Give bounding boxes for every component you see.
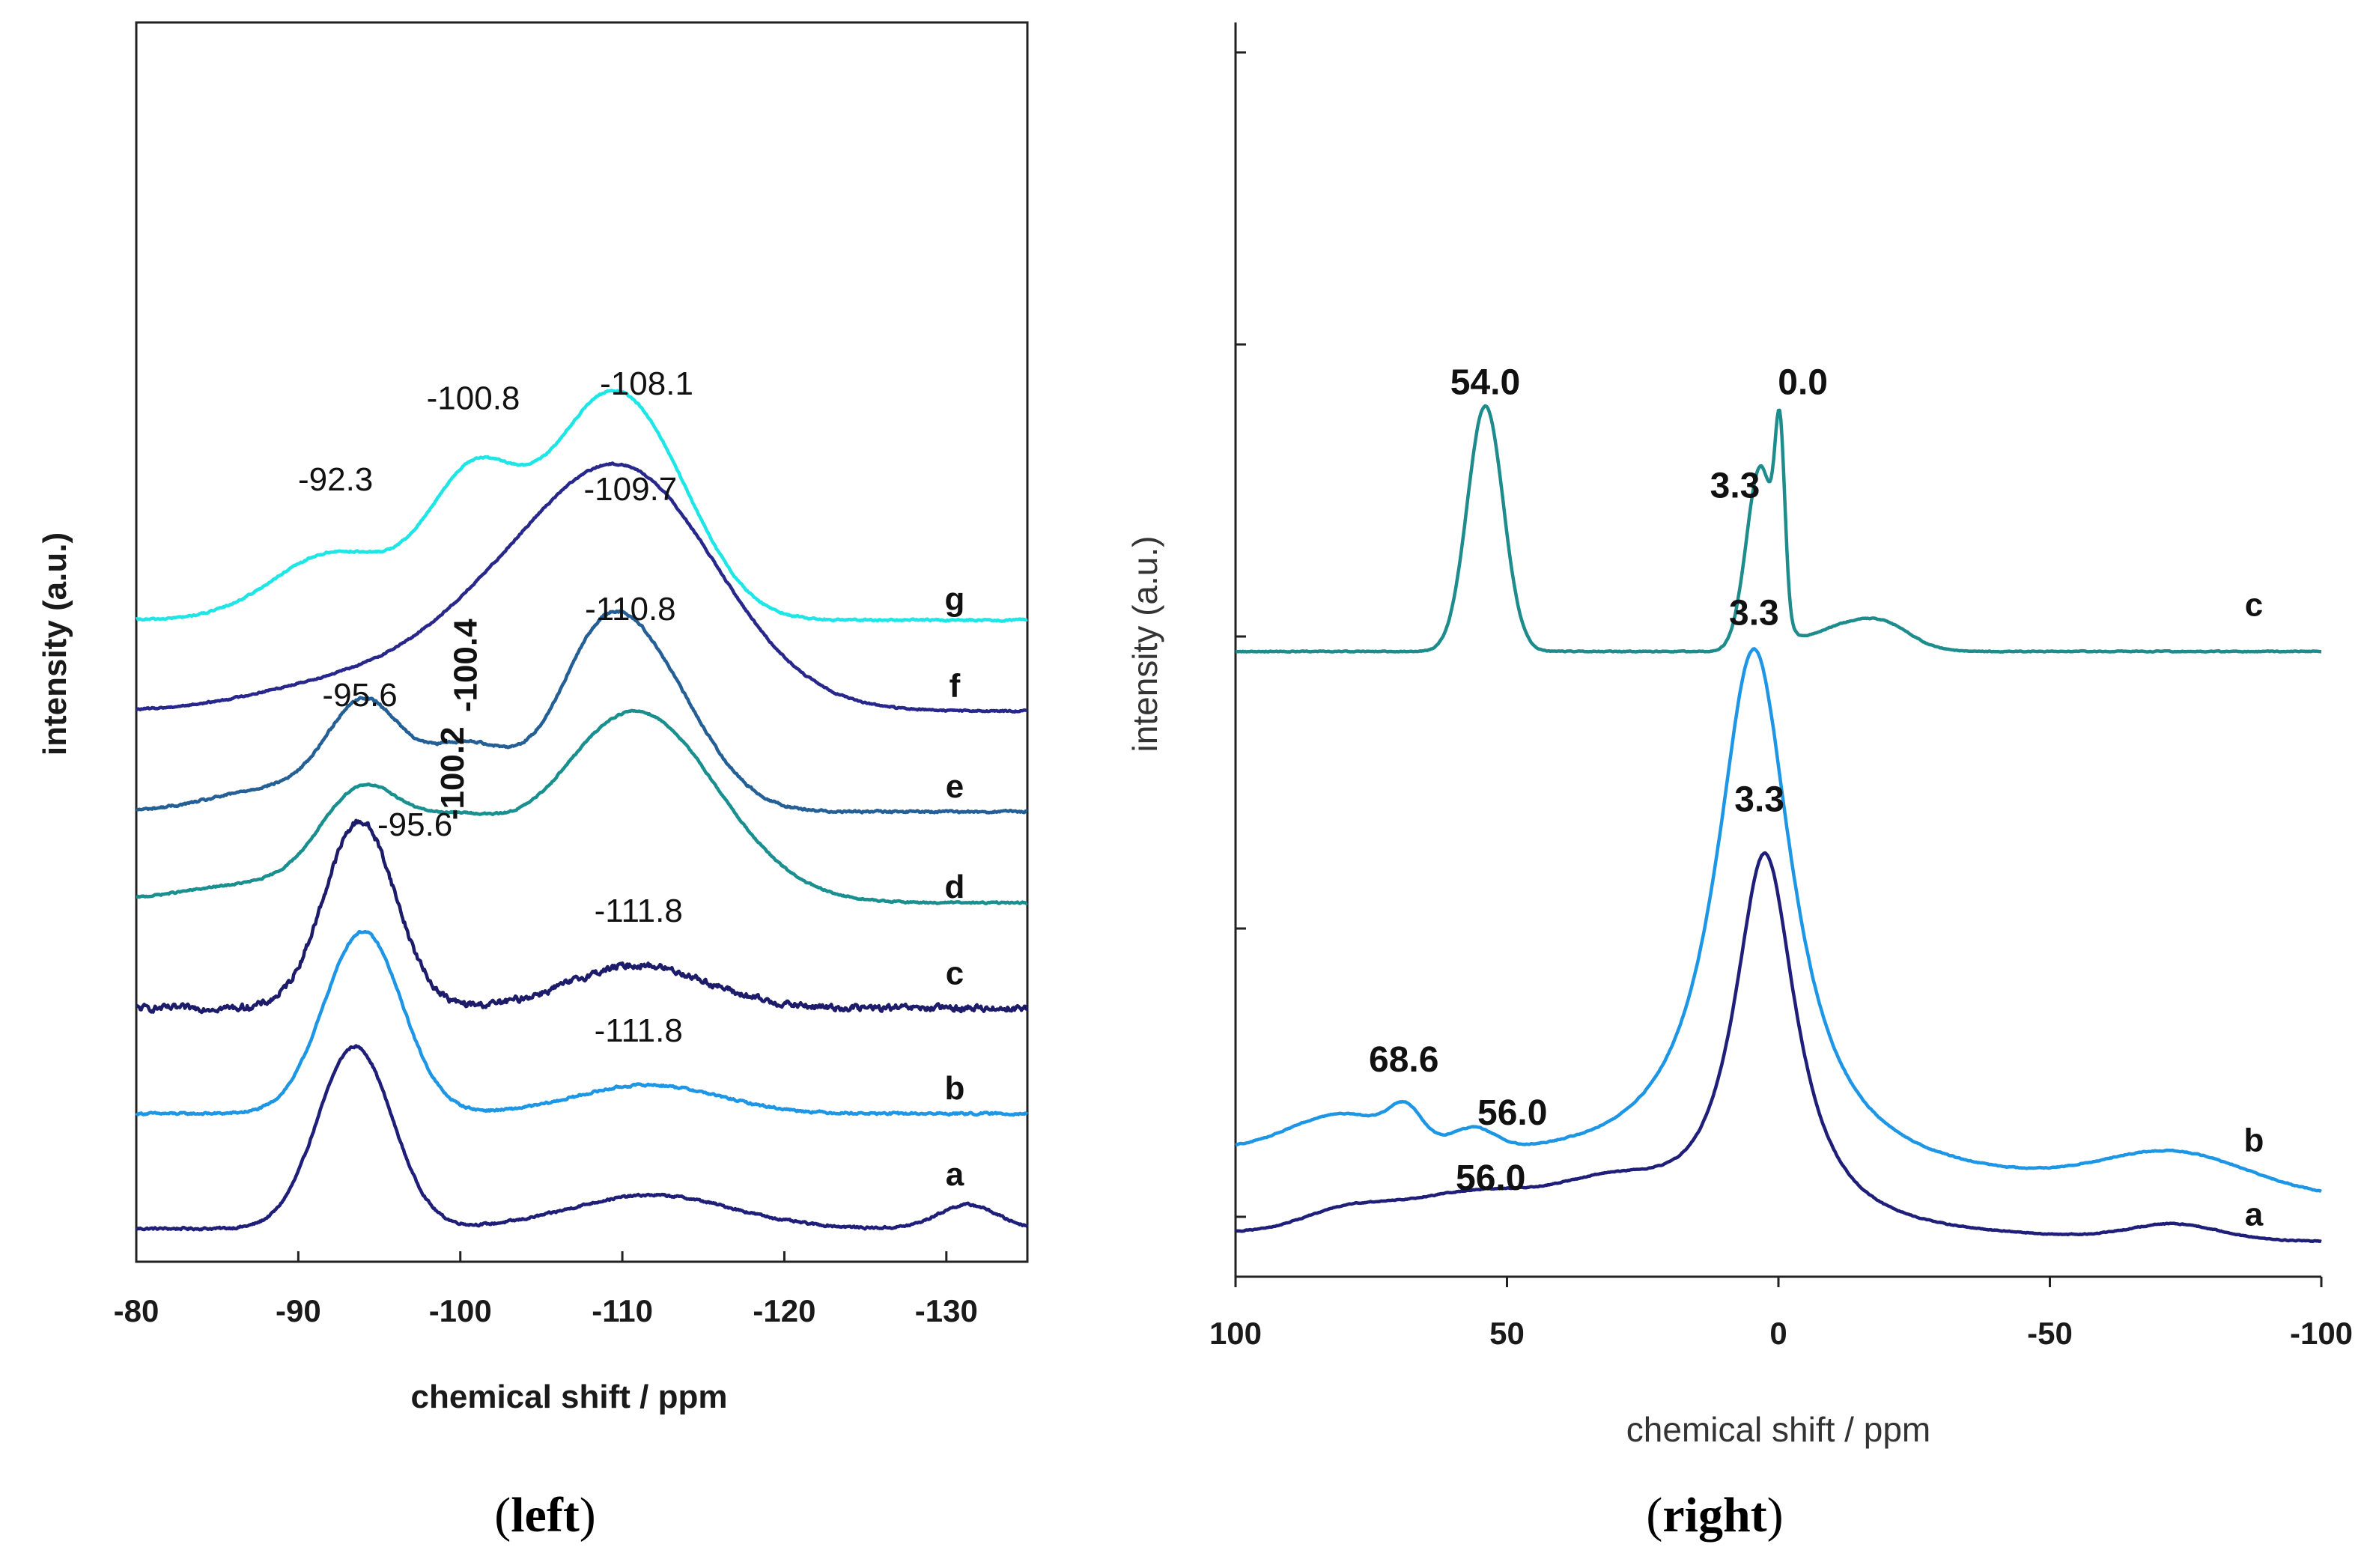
left-trace-d — [136, 708, 1028, 905]
left-trace-f — [135, 461, 1028, 714]
right-caption-close: ) — [1767, 1488, 1784, 1543]
left-trace-a — [135, 1044, 1029, 1232]
left-trace-label-b: b — [945, 1070, 965, 1107]
right-x-tick-label: 100 — [1209, 1316, 1262, 1351]
right-traces — [1235, 404, 2322, 1244]
left-x-ticks: -80 -90 -100 -110 -120 -130 — [114, 1251, 978, 1328]
right-caption: (right) — [1646, 1488, 1783, 1543]
left-trace-label-e: e — [946, 768, 964, 805]
left-x-axis-title: chemical shift / ppm — [411, 1379, 728, 1415]
right-x-tick-label: -100 — [2290, 1316, 2353, 1351]
left-trace-label-c: c — [946, 955, 964, 991]
left-trace-label-g: g — [945, 581, 965, 618]
left-trace-b — [135, 929, 1029, 1117]
left-trace-c — [135, 818, 1029, 1015]
right-trace-label-b: b — [2244, 1122, 2264, 1159]
right-peak-label: 3.3 — [1729, 593, 1779, 633]
right-trace-label-c: c — [2245, 587, 2263, 624]
right-trace-c — [1235, 404, 2322, 654]
right-trace-label-a: a — [2245, 1196, 2264, 1233]
left-trace-e — [136, 609, 1028, 815]
right-peak-label: 68.6 — [1369, 1040, 1438, 1080]
right-x-tick-label: -50 — [2027, 1316, 2073, 1351]
left-trace-label-a: a — [946, 1156, 964, 1193]
left-caption-label: left — [511, 1488, 580, 1543]
right-peak-label: 3.3 — [1710, 467, 1760, 506]
left-caption: (left) — [494, 1488, 596, 1543]
left-caption-open: ( — [494, 1488, 511, 1543]
right-trace-a — [1235, 851, 2322, 1244]
left-peak-label: -100.8 — [427, 380, 520, 416]
right-y-axis-title: intensity (a.u.) — [1125, 536, 1164, 753]
right-trace-b — [1235, 647, 2322, 1194]
right-peak-label: 54.0 — [1450, 362, 1520, 402]
left-trace-label-d: d — [945, 869, 965, 905]
left-peak-label: -95.6 — [377, 806, 452, 843]
left-caption-close: ) — [580, 1488, 596, 1543]
left-peak-label: -109.7 — [584, 471, 678, 508]
right-x-tick-label: 50 — [1489, 1316, 1525, 1351]
left-x-tick-label: -100 — [429, 1293, 492, 1328]
left-traces — [135, 389, 1029, 1232]
right-caption-label: right — [1662, 1488, 1766, 1543]
left-peak-label: -100.2 — [434, 726, 471, 820]
right-panel: 100 50 0 -50 -100 54.0 0.0 3.3 3.3 3.3 68.6 56.0 56… — [1125, 22, 2353, 1543]
left-x-tick-label: -80 — [114, 1293, 159, 1328]
left-peak-label: -108.1 — [600, 365, 693, 402]
right-x-tick-label: 0 — [1769, 1316, 1787, 1351]
left-peak-label: -92.3 — [298, 461, 373, 498]
right-x-axis-title: chemical shift / ppm — [1626, 1410, 1930, 1449]
right-y-ticks — [1236, 51, 1246, 1218]
left-peak-label: -100.4 — [447, 619, 484, 712]
left-y-axis-title: intensity (a.u.) — [37, 532, 73, 756]
left-x-tick-label: -90 — [276, 1293, 321, 1328]
right-caption-open: ( — [1646, 1488, 1662, 1543]
left-x-tick-label: -130 — [915, 1293, 978, 1328]
left-peak-label: -111.8 — [595, 1012, 683, 1049]
right-peak-label: 3.3 — [1734, 780, 1784, 819]
left-peak-label: -110.8 — [585, 591, 676, 627]
right-peak-label: 0.0 — [1778, 362, 1828, 402]
left-x-tick-label: -120 — [753, 1293, 815, 1328]
right-x-ticks: 100 50 0 -50 -100 — [1209, 1277, 2353, 1351]
left-peak-label: -95.6 — [322, 677, 397, 714]
left-peak-label: -111.8 — [595, 893, 683, 929]
right-peak-label: 56.0 — [1477, 1093, 1547, 1133]
left-trace-label-f: f — [949, 667, 961, 704]
left-panel: -80 -90 -100 -110 -120 -130 -92.3 -100.8 -108.1… — [37, 21, 1029, 1543]
left-annotations: -92.3 -100.8 -108.1 -109.7 -100.4 -110.8 -95.6… — [298, 365, 964, 1193]
left-x-tick-label: -110 — [592, 1293, 653, 1328]
right-peak-label: 56.0 — [1456, 1158, 1525, 1198]
right-annotations: 54.0 0.0 3.3 3.3 3.3 68.6 56.0 56.0 c ba — [1369, 362, 2264, 1233]
left-plot-frame — [135, 21, 1029, 1263]
left-trace-g — [136, 389, 1028, 623]
